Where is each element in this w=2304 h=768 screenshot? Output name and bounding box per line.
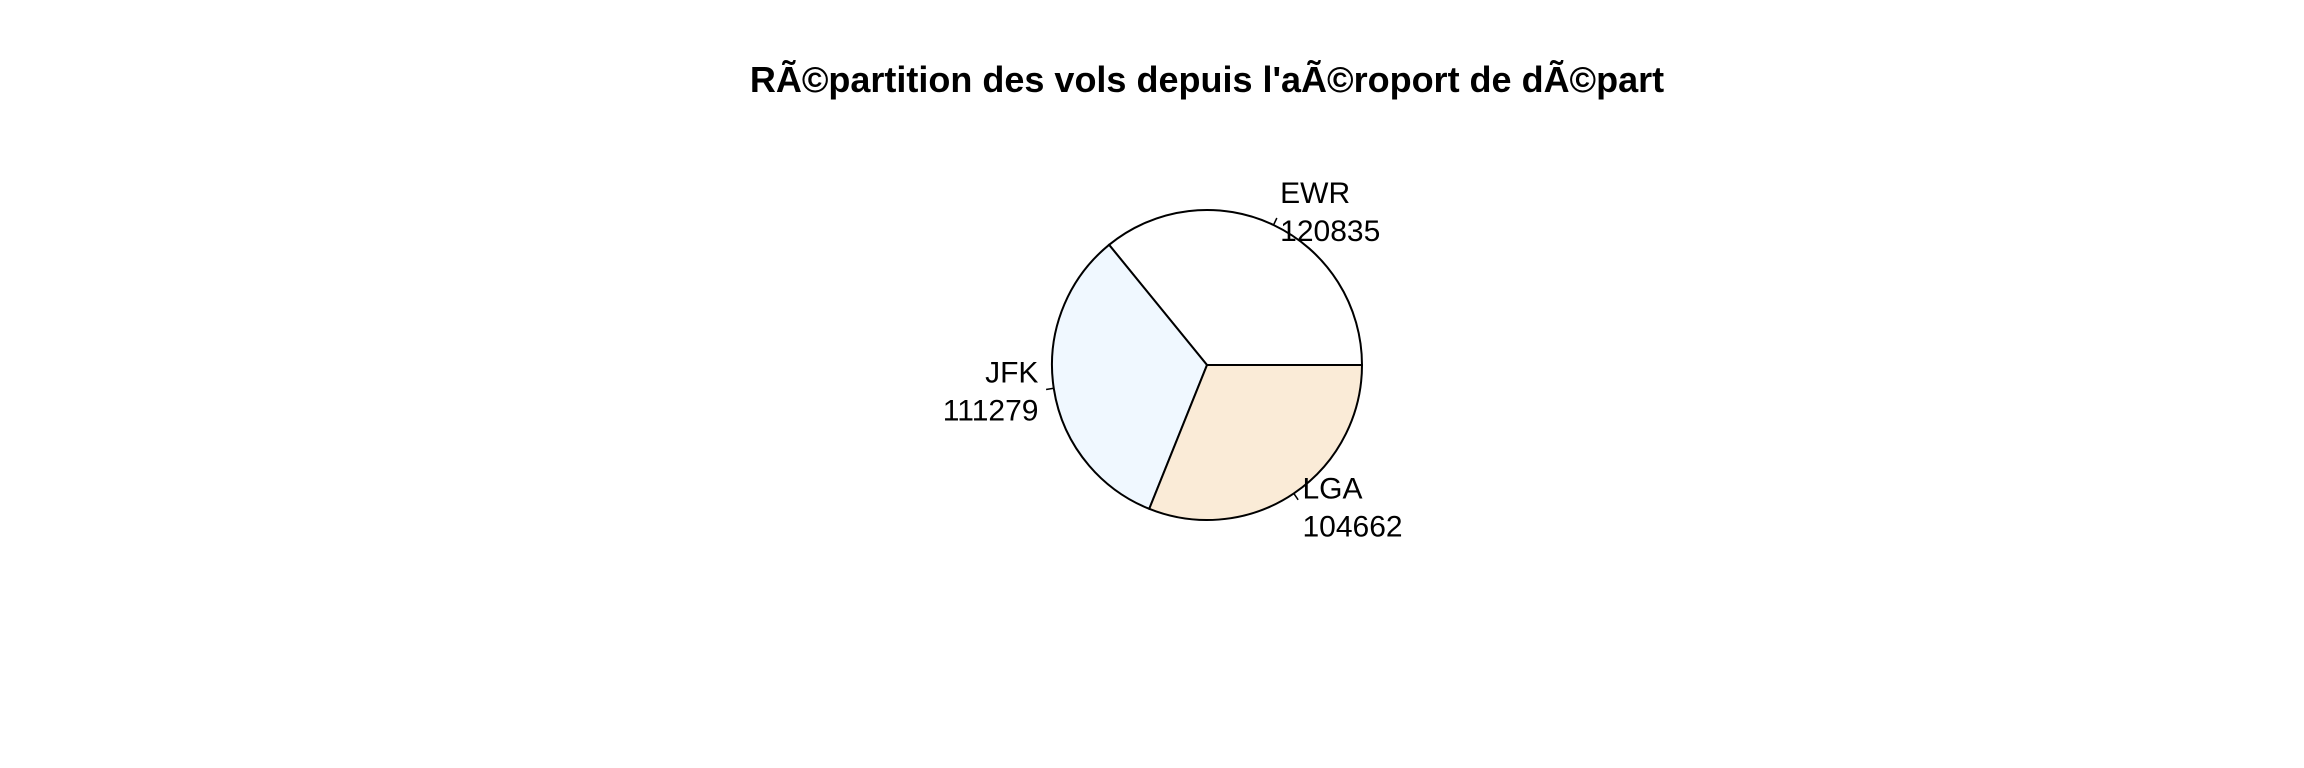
slice-label-lga: LGA 104662 [1302, 472, 1402, 543]
slice-label-jfk: JFK 111279 [943, 357, 1039, 428]
label-tick-lga [1293, 492, 1299, 501]
pie-labels: EWR 120835 JFK 111279 LGA 104662 [943, 177, 1403, 543]
label-tick-jfk [1045, 387, 1054, 391]
label-tick-ewr [1272, 217, 1278, 226]
chart-title: RÃ©partition des vols depuis l'aÃ©roport… [750, 58, 1664, 100]
slice-label-ewr: EWR 120835 [1280, 177, 1380, 248]
pie-slices [1051, 209, 1364, 521]
